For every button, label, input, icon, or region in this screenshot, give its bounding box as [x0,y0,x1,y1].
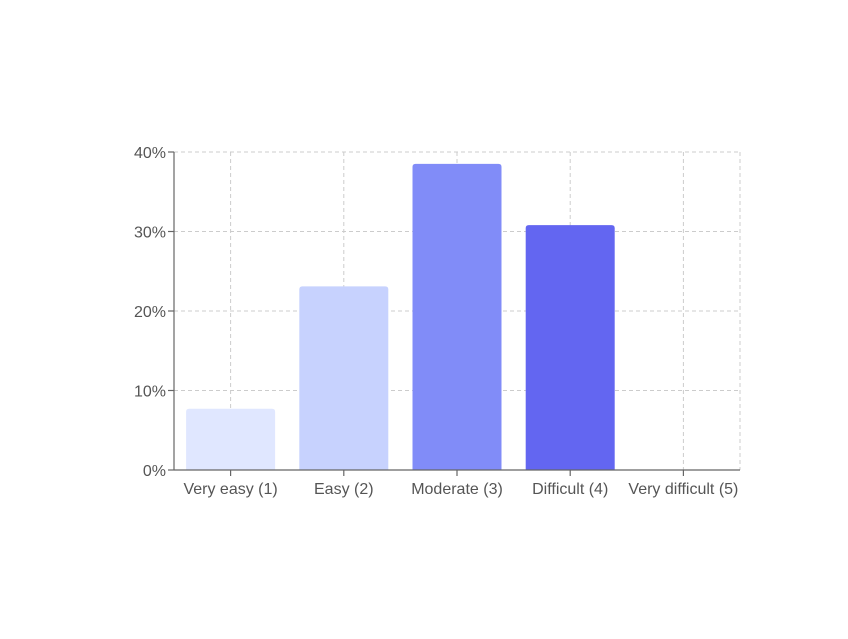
x-axis-ticks: Very easy (1) Easy (2) Moderate (3) Difficu… [183,470,738,498]
y-tick-label: 0% [143,463,166,480]
y-tick-label: 30% [134,225,166,242]
y-axis-ticks: 0% 10% 20% 30% 40% [134,145,174,480]
y-tick-label: 10% [134,384,166,401]
bar-3[interactable] [412,163,502,471]
x-tick-label: Easy (2) [314,481,374,498]
x-tick-label: Very difficult (5) [628,481,738,498]
bar-4[interactable] [525,225,615,470]
bar-2[interactable] [299,286,389,470]
x-tick-label: Moderate (3) [411,481,503,498]
y-tick-label: 40% [134,145,166,162]
x-tick-label: Very easy (1) [183,481,277,498]
bars [186,163,615,471]
bar-1[interactable] [186,408,276,470]
y-tick-label: 20% [134,304,166,321]
x-tick-label: Difficult (4) [532,481,608,498]
